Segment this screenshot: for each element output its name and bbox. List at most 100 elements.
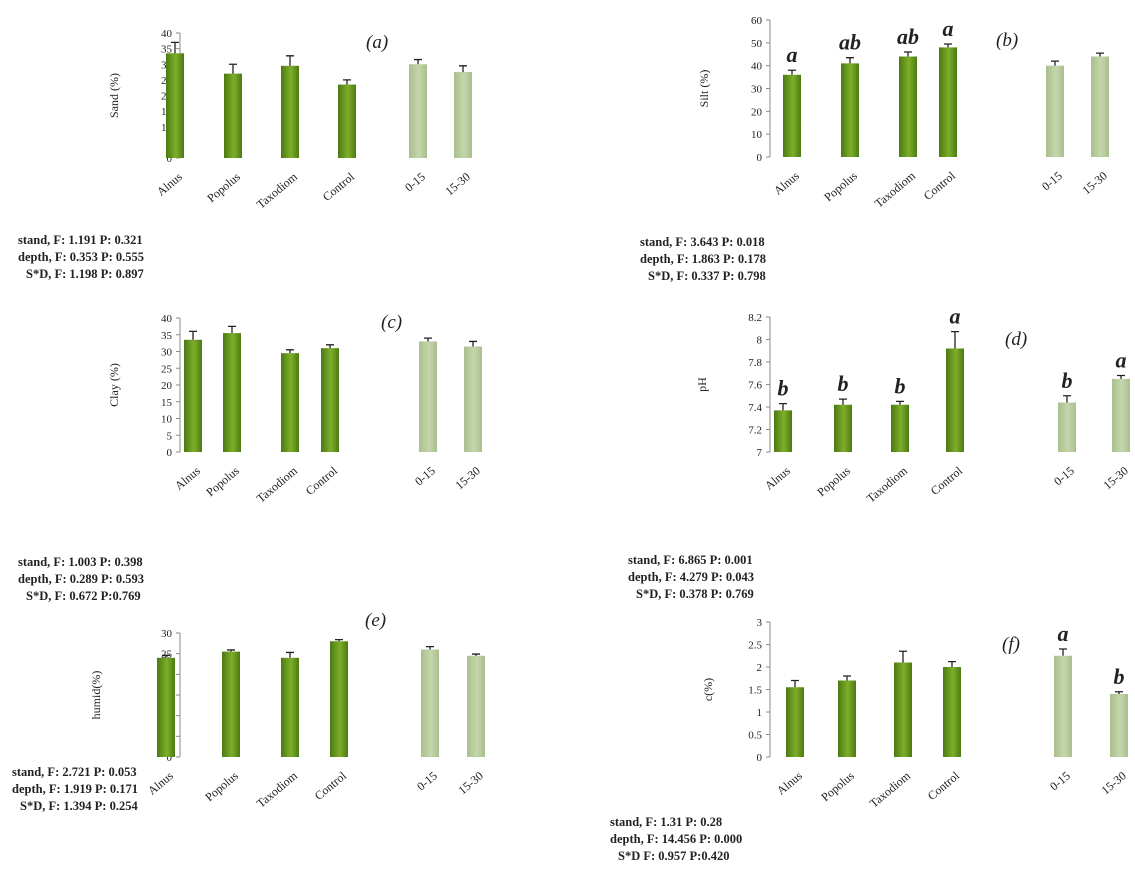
significance-letter: a (943, 16, 954, 41)
y-tick-label: 1.5 (748, 685, 762, 697)
error-bar (189, 330, 197, 340)
x-category-label: Control (303, 463, 341, 498)
error-bar (1051, 60, 1059, 66)
y-tick-label: 10 (751, 129, 763, 141)
stats-line: stand, F: 3.643 P: 0.018 (640, 235, 765, 249)
error-bar (846, 57, 854, 64)
y-tick-label: 8 (757, 335, 763, 347)
x-category-label: 0-15 (402, 170, 428, 195)
bar-Alnus (786, 687, 804, 757)
stats-line: S*D F: 0.957 P:0.420 (618, 849, 729, 863)
bar-Popolus (841, 63, 859, 158)
error-bar (896, 400, 904, 405)
x-category-label: 15-30 (1079, 169, 1109, 198)
x-category-label: Taxodiom (254, 463, 301, 505)
x-category-label: 15-30 (452, 464, 482, 493)
error-bar (286, 651, 294, 658)
x-category-label: 0-15 (1051, 464, 1077, 489)
y-tick-label: 0.5 (748, 730, 762, 742)
stats-line: depth, F: 0.353 P: 0.555 (18, 250, 144, 264)
bar-0-15 (421, 649, 439, 757)
error-bar (171, 41, 179, 54)
y-tick-label: 2.5 (748, 640, 762, 652)
y-tick-label: 40 (751, 61, 763, 73)
bar-Alnus (184, 339, 202, 452)
stats-line: S*D, F: 0.378 P: 0.769 (636, 587, 754, 601)
error-bar (788, 69, 796, 75)
x-category-label: Popolus (204, 169, 243, 205)
bar-Taxodiom (891, 404, 909, 452)
error-bar (335, 638, 343, 642)
x-category-label: 15-30 (1100, 464, 1130, 493)
bar-15-30 (1091, 56, 1109, 157)
y-tick-label: 50 (751, 38, 763, 50)
bar-15-30 (464, 346, 482, 452)
y-tick-label: 30 (161, 628, 173, 640)
stats-line: S*D, F: 0.672 P:0.769 (26, 589, 141, 603)
stats-line: depth, F: 14.456 P: 0.000 (610, 832, 742, 846)
stats-line: stand, F: 1.31 P: 0.28 (610, 815, 722, 829)
x-category-label: Popolus (821, 168, 860, 204)
x-category-label: 15-30 (1098, 769, 1128, 798)
chart-panel-1: 0510152025303540Sand (%)AlnusPopolusTaxo… (18, 28, 473, 281)
y-tick-label: 20 (751, 106, 763, 118)
error-bar (899, 650, 907, 663)
error-bar (1063, 395, 1071, 403)
bar-Taxodiom (281, 65, 299, 158)
error-bar (472, 653, 480, 656)
error-bar (229, 63, 237, 74)
significance-letter: b (838, 371, 849, 396)
error-bar (948, 660, 956, 667)
panel-label: (f) (1002, 634, 1020, 655)
bar-Popolus (222, 651, 240, 757)
y-tick-label: 7.6 (748, 380, 762, 392)
bar-Control (939, 47, 957, 157)
significance-letter: ab (897, 24, 919, 49)
panel-label: (d) (1005, 329, 1027, 350)
x-category-label: Popolus (203, 463, 242, 499)
error-bar (779, 402, 787, 411)
chart-panel-3: 0 5 10 15 20 25 30 35 40 Clay (%) Alnus Popolus Taxo… (18, 312, 483, 603)
bar-0-15 (419, 341, 437, 452)
significance-letter: b (1062, 368, 1073, 393)
y-tick-label: 60 (751, 15, 763, 27)
x-category-label: Taxodiom (254, 768, 301, 810)
x-category-label: 0-15 (1047, 769, 1073, 794)
y-tick-label: 30 (161, 347, 173, 359)
y-tick-label: 25 (161, 363, 173, 375)
x-category-label: Control (928, 463, 966, 498)
x-category-label: Alnus (774, 768, 805, 797)
panel-label: (e) (365, 610, 386, 631)
x-category-label: Alnus (145, 768, 176, 797)
significance-letter: b (1114, 664, 1125, 689)
bar-Taxodiom (894, 662, 912, 757)
bar-Control (338, 84, 356, 158)
bar-15-30 (467, 655, 485, 757)
stats-line: S*D, F: 1.394 P: 0.254 (20, 799, 138, 813)
bar-15-30 (1112, 378, 1130, 452)
y-tick-label: 30 (751, 84, 763, 96)
bar-Taxodiom (281, 657, 299, 757)
y-axis-label: Silt (%) (697, 70, 711, 108)
error-bar (227, 649, 235, 652)
bar-Taxodiom (899, 56, 917, 157)
stats-line: depth, F: 1.863 P: 0.178 (640, 252, 766, 266)
bar-Popolus (223, 333, 241, 452)
y-axis-label: Sand (%) (107, 73, 121, 118)
y-tick-label: 25 (161, 649, 173, 661)
x-category-label: Taxodiom (872, 168, 919, 210)
chart-panel-6: 0 0.5 1 1.5 2 2.5 3 c(%) Alnus Popolus Taxodiom Con… (610, 617, 1129, 863)
x-category-label: 0-15 (412, 464, 438, 489)
y-axis-label: Clay (%) (107, 363, 121, 407)
stats-line: stand, F: 2.721 P: 0.053 (12, 765, 137, 779)
stats-line: stand, F: 6.865 P: 0.001 (628, 553, 753, 567)
error-bar (791, 679, 799, 688)
y-tick-label: 7.8 (748, 357, 762, 369)
error-bar (469, 340, 477, 347)
x-category-label: 15-30 (442, 170, 472, 199)
y-tick-label: 20 (161, 380, 173, 392)
error-bar (1115, 691, 1123, 694)
bar-Alnus (166, 53, 184, 158)
bar-Popolus (834, 404, 852, 452)
